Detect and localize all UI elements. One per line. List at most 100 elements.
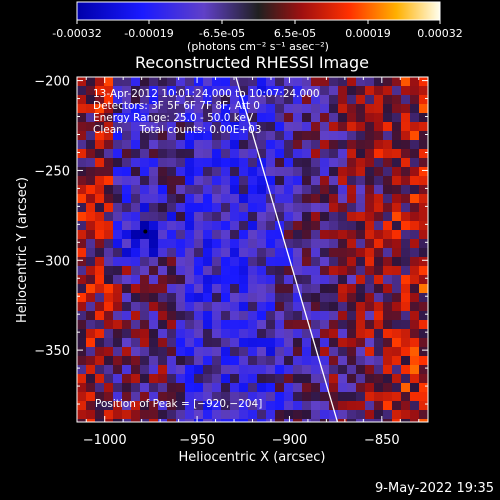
heatmap-cell — [131, 392, 141, 402]
heatmap-cell — [257, 374, 267, 384]
heatmap-cell — [176, 257, 186, 267]
heatmap-cell — [95, 320, 105, 330]
heatmap-cell — [86, 320, 96, 330]
heatmap-cell — [293, 158, 303, 168]
heatmap-cell — [383, 266, 393, 276]
heatmap-cell — [86, 140, 96, 150]
heatmap-cell — [77, 383, 87, 393]
heatmap-cell — [230, 185, 240, 195]
heatmap-cell — [284, 122, 294, 132]
heatmap-cell — [311, 365, 321, 375]
heatmap-cell — [257, 383, 267, 393]
heatmap-cell — [104, 185, 114, 195]
heatmap-cell — [383, 203, 393, 213]
heatmap-cell — [356, 212, 366, 222]
heatmap-cell — [203, 392, 213, 402]
heatmap-cell — [194, 248, 204, 258]
heatmap-cell — [266, 230, 276, 240]
heatmap-cell — [176, 383, 186, 393]
heatmap-cell — [212, 86, 222, 96]
heatmap-cell — [203, 329, 213, 339]
heatmap-cell — [185, 257, 195, 267]
heatmap-cell — [212, 248, 222, 258]
heatmap-cell — [410, 257, 420, 267]
heatmap-cell — [203, 158, 213, 168]
x-tick-label: −950 — [179, 433, 215, 448]
heatmap-cell — [365, 158, 375, 168]
heatmap-cell — [203, 275, 213, 285]
heatmap-cell — [185, 239, 195, 249]
heatmap-cell — [248, 266, 258, 276]
heatmap-cell — [302, 185, 312, 195]
heatmap-cell — [329, 140, 339, 150]
heatmap-cell — [284, 248, 294, 258]
heatmap-cell — [320, 95, 330, 105]
heatmap-cell — [230, 419, 240, 422]
heatmap-cell — [230, 338, 240, 348]
heatmap-cell — [113, 419, 123, 422]
heatmap-cell — [203, 419, 213, 422]
heatmap-cell — [167, 77, 177, 87]
heatmap-cell — [104, 248, 114, 258]
heatmap-cell — [365, 230, 375, 240]
heatmap-cell — [221, 149, 231, 159]
heatmap-cell — [392, 95, 402, 105]
heatmap-cell — [176, 419, 186, 422]
heatmap-cell — [284, 194, 294, 204]
heatmap-cell — [284, 176, 294, 186]
heatmap-cell — [419, 194, 428, 204]
heatmap-cell — [275, 86, 285, 96]
heatmap-cell — [212, 356, 222, 366]
heatmap-cell — [338, 203, 348, 213]
heatmap-cell — [77, 374, 87, 384]
heatmap-cell — [140, 266, 150, 276]
heatmap-cell — [284, 113, 294, 123]
heatmap-cell — [86, 392, 96, 402]
heatmap-cell — [230, 194, 240, 204]
heatmap-cell — [122, 401, 132, 411]
heatmap-cell — [158, 95, 168, 105]
heatmap-cell — [419, 374, 428, 384]
heatmap-cell — [158, 365, 168, 375]
heatmap-cell — [167, 383, 177, 393]
y-tick-label: −200 — [34, 75, 70, 90]
heatmap-cell — [257, 347, 267, 357]
heatmap-cell — [410, 131, 420, 141]
heatmap-cell — [221, 104, 231, 114]
peak-position-label: Position of Peak = [−920,−204] — [95, 398, 262, 410]
heatmap-cell — [158, 212, 168, 222]
heatmap-cell — [275, 356, 285, 366]
heatmap-cell — [104, 104, 114, 114]
heatmap-cell — [149, 95, 159, 105]
heatmap-cell — [248, 221, 258, 231]
heatmap-cell — [266, 176, 276, 186]
heatmap-cell — [95, 77, 105, 87]
heatmap-cell — [293, 113, 303, 123]
heatmap-cell — [212, 158, 222, 168]
heatmap-cell — [113, 284, 123, 294]
heatmap-cell — [149, 374, 159, 384]
heatmap-cell — [230, 320, 240, 330]
heatmap-cell — [140, 212, 150, 222]
heatmap-cell — [275, 302, 285, 312]
heatmap-cell — [338, 86, 348, 96]
heatmap-cell — [212, 320, 222, 330]
heatmap-cell — [329, 221, 339, 231]
heatmap-cell — [104, 239, 114, 249]
heatmap-cell — [383, 194, 393, 204]
heatmap-cell — [302, 266, 312, 276]
heatmap-cell — [212, 149, 222, 159]
heatmap-cell — [212, 131, 222, 141]
heatmap-cell — [221, 113, 231, 123]
heatmap-cell — [77, 410, 87, 420]
heatmap-cell — [131, 176, 141, 186]
heatmap-cell — [392, 257, 402, 267]
heatmap-cell — [293, 257, 303, 267]
heatmap-cell — [185, 374, 195, 384]
heatmap-cell — [86, 122, 96, 132]
heatmap-cell — [338, 185, 348, 195]
heatmap-cell — [176, 221, 186, 231]
heatmap-cell — [338, 419, 348, 422]
heatmap-cell — [104, 365, 114, 375]
heatmap-cell — [230, 293, 240, 303]
